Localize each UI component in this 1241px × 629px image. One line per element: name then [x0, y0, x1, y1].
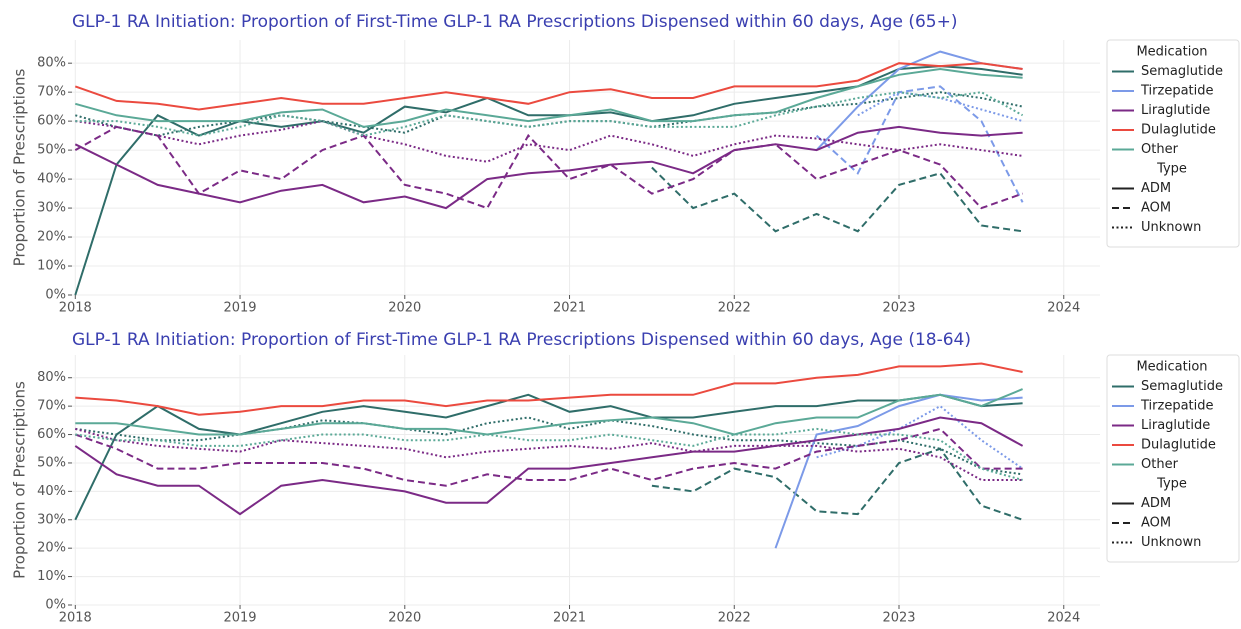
x-tick-label: 2018 — [59, 611, 92, 626]
legend-label: Semaglutide — [1141, 379, 1223, 394]
y-tick-label: 40% — [37, 172, 66, 187]
series-line — [75, 67, 1023, 128]
legend-label: AOM — [1141, 201, 1171, 216]
series-line — [75, 91, 1023, 137]
series-line — [75, 120, 1023, 163]
x-tick-label: 2023 — [882, 611, 915, 626]
series-line — [74, 427, 1023, 487]
x-tick-label: 2020 — [388, 611, 421, 626]
legend-box — [1106, 39, 1240, 248]
legend-box — [1106, 354, 1240, 563]
x-tick-label: 2024 — [1047, 611, 1080, 626]
y-axis-label: Proportion of Prescriptions — [11, 68, 29, 266]
series-line — [75, 427, 1023, 481]
legend-label: Unknown — [1141, 535, 1201, 550]
y-tick-label: 20% — [37, 230, 66, 245]
legend-title: Medication — [1136, 360, 1207, 375]
y-tick-label: 80% — [37, 56, 66, 71]
series-line — [74, 62, 1023, 111]
legend-label: Dulaglutide — [1141, 438, 1216, 453]
y-tick-label: 50% — [37, 143, 66, 158]
legend-label: Semaglutide — [1141, 64, 1223, 79]
chart-title: GLP-1 RA Initiation: Proportion of First… — [72, 12, 957, 32]
series-line — [651, 166, 1023, 233]
x-tick-label: 2024 — [1047, 301, 1080, 316]
x-tick-label: 2022 — [718, 611, 751, 626]
legend-title: Type — [1156, 162, 1187, 177]
series-line — [75, 427, 1023, 481]
legend-label: Dulaglutide — [1141, 123, 1216, 138]
chart-title: GLP-1 RA Initiation: Proportion of First… — [72, 330, 971, 350]
y-tick-label: 30% — [37, 201, 66, 216]
legend-label: ADM — [1141, 496, 1171, 511]
x-tick-label: 2023 — [882, 301, 915, 316]
x-tick-label: 2019 — [223, 611, 256, 626]
y-tick-label: 0% — [45, 288, 66, 303]
legend-label: Other — [1141, 457, 1179, 472]
x-tick-label: 2022 — [718, 301, 751, 316]
y-tick-label: 60% — [37, 114, 66, 129]
y-tick-label: 50% — [37, 455, 66, 470]
legend-label: Tirzepatide — [1140, 399, 1214, 414]
y-tick-label: 10% — [37, 259, 66, 274]
y-axis-label: Proportion of Prescriptions — [11, 381, 29, 579]
legend-label: Liraglutide — [1141, 418, 1210, 433]
legend-label: AOM — [1141, 516, 1171, 531]
series-line — [75, 362, 1023, 416]
y-tick-label: 70% — [37, 399, 66, 414]
y-tick-label: 80% — [37, 370, 66, 385]
series-line — [74, 416, 1024, 516]
legend-label: Other — [1141, 142, 1179, 157]
series-line — [651, 447, 1023, 521]
y-tick-label: 40% — [37, 484, 66, 499]
legend-label: ADM — [1141, 181, 1171, 196]
y-tick-label: 20% — [37, 541, 66, 556]
y-tick-label: 0% — [45, 598, 66, 613]
legend-title: Medication — [1136, 45, 1207, 60]
series-line — [857, 91, 1023, 123]
series-line — [74, 125, 1023, 210]
legend-title: Type — [1156, 477, 1187, 492]
y-tick-label: 60% — [37, 427, 66, 442]
y-tick-label: 30% — [37, 512, 66, 527]
series-line — [74, 65, 1023, 296]
y-tick-label: 70% — [37, 85, 66, 100]
x-tick-label: 2020 — [388, 301, 421, 316]
series-line — [74, 125, 1023, 210]
series-line — [774, 393, 1023, 549]
series-line — [75, 388, 1023, 436]
legend-label: Unknown — [1141, 220, 1201, 235]
x-tick-label: 2021 — [553, 301, 586, 316]
legend-label: Tirzepatide — [1140, 84, 1214, 99]
x-tick-label: 2019 — [223, 301, 256, 316]
y-tick-label: 10% — [37, 569, 66, 584]
x-tick-label: 2018 — [59, 301, 92, 316]
x-tick-label: 2021 — [553, 611, 586, 626]
legend-label: Liraglutide — [1141, 103, 1210, 118]
